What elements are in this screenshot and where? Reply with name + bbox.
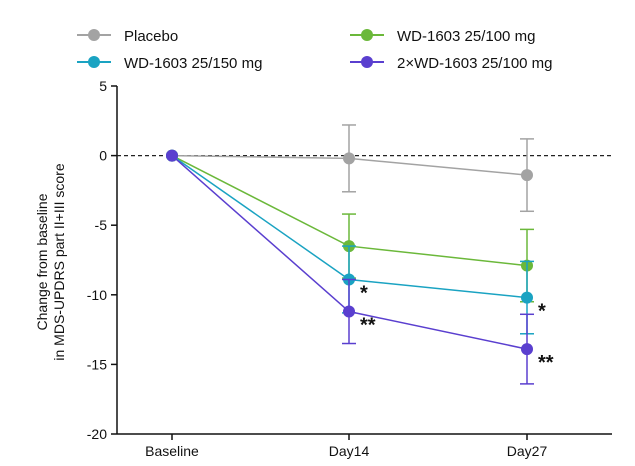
data-point-2-wd-1603-25-100-mg-day14 [343,305,355,318]
legend-marker-25-150 [88,56,100,68]
legend-item-25-100: WD-1603 25/100 mg [350,28,535,45]
y-tick-label: 5 [99,78,107,94]
y-ticks: 5 0 -5 -10 -15 -20 [87,78,117,442]
y-tick-label: -10 [87,287,107,303]
legend-item-2x-25-100: 2×WD-1603 25/100 mg [350,55,553,72]
data-point-wd-1603-25-150-mg-day27 [521,291,533,304]
significance-marker: * [538,301,546,323]
y-axis-title-line-1: Change from baseline [34,193,50,330]
significance-marker: ** [538,352,554,374]
legend-marker-25-100 [361,29,373,41]
data-point-placebo-day14 [343,152,355,165]
series-wd-1603-25-150-mg: ** [166,149,546,335]
y-tick-label: -15 [87,356,107,372]
legend-item-25-150: WD-1603 25/150 mg [77,55,262,72]
legend-label-25-150: WD-1603 25/150 mg [124,55,262,72]
x-tick-label-day27: Day27 [507,443,548,459]
legend-label-placebo: Placebo [124,28,178,45]
data-point-placebo-day27 [521,169,533,182]
x-tick-label-baseline: Baseline [145,443,199,459]
series-2-wd-1603-25-100-mg: **** [166,149,554,385]
legend-item-placebo: Placebo [77,28,178,45]
data-point-2-wd-1603-25-100-mg-baseline [166,149,178,162]
data-point-2-wd-1603-25-100-mg-day27 [521,343,533,356]
y-tick-label: -5 [95,217,108,233]
legend-label-25-100: WD-1603 25/100 mg [397,28,535,45]
legend-marker-placebo [88,29,100,41]
significance-marker: * [360,282,368,304]
x-tick-label-day14: Day14 [329,443,370,459]
x-ticks: Baseline Day14 Day27 [145,434,547,459]
significance-marker: ** [360,315,376,337]
y-axis-title-line-2: in MDS-UPDRS part II+III score [51,163,67,360]
y-tick-label: 0 [99,148,107,164]
series-layer: ****** [166,124,554,385]
y-tick-label: -20 [87,426,107,442]
y-axis-title: Change from baseline in MDS-UPDRS part I… [34,163,67,360]
legend-marker-2x-25-100 [361,56,373,68]
legend: Placebo WD-1603 25/100 mg WD-1603 25/150… [77,28,553,72]
legend-label-2x-25-100: 2×WD-1603 25/100 mg [397,55,553,72]
